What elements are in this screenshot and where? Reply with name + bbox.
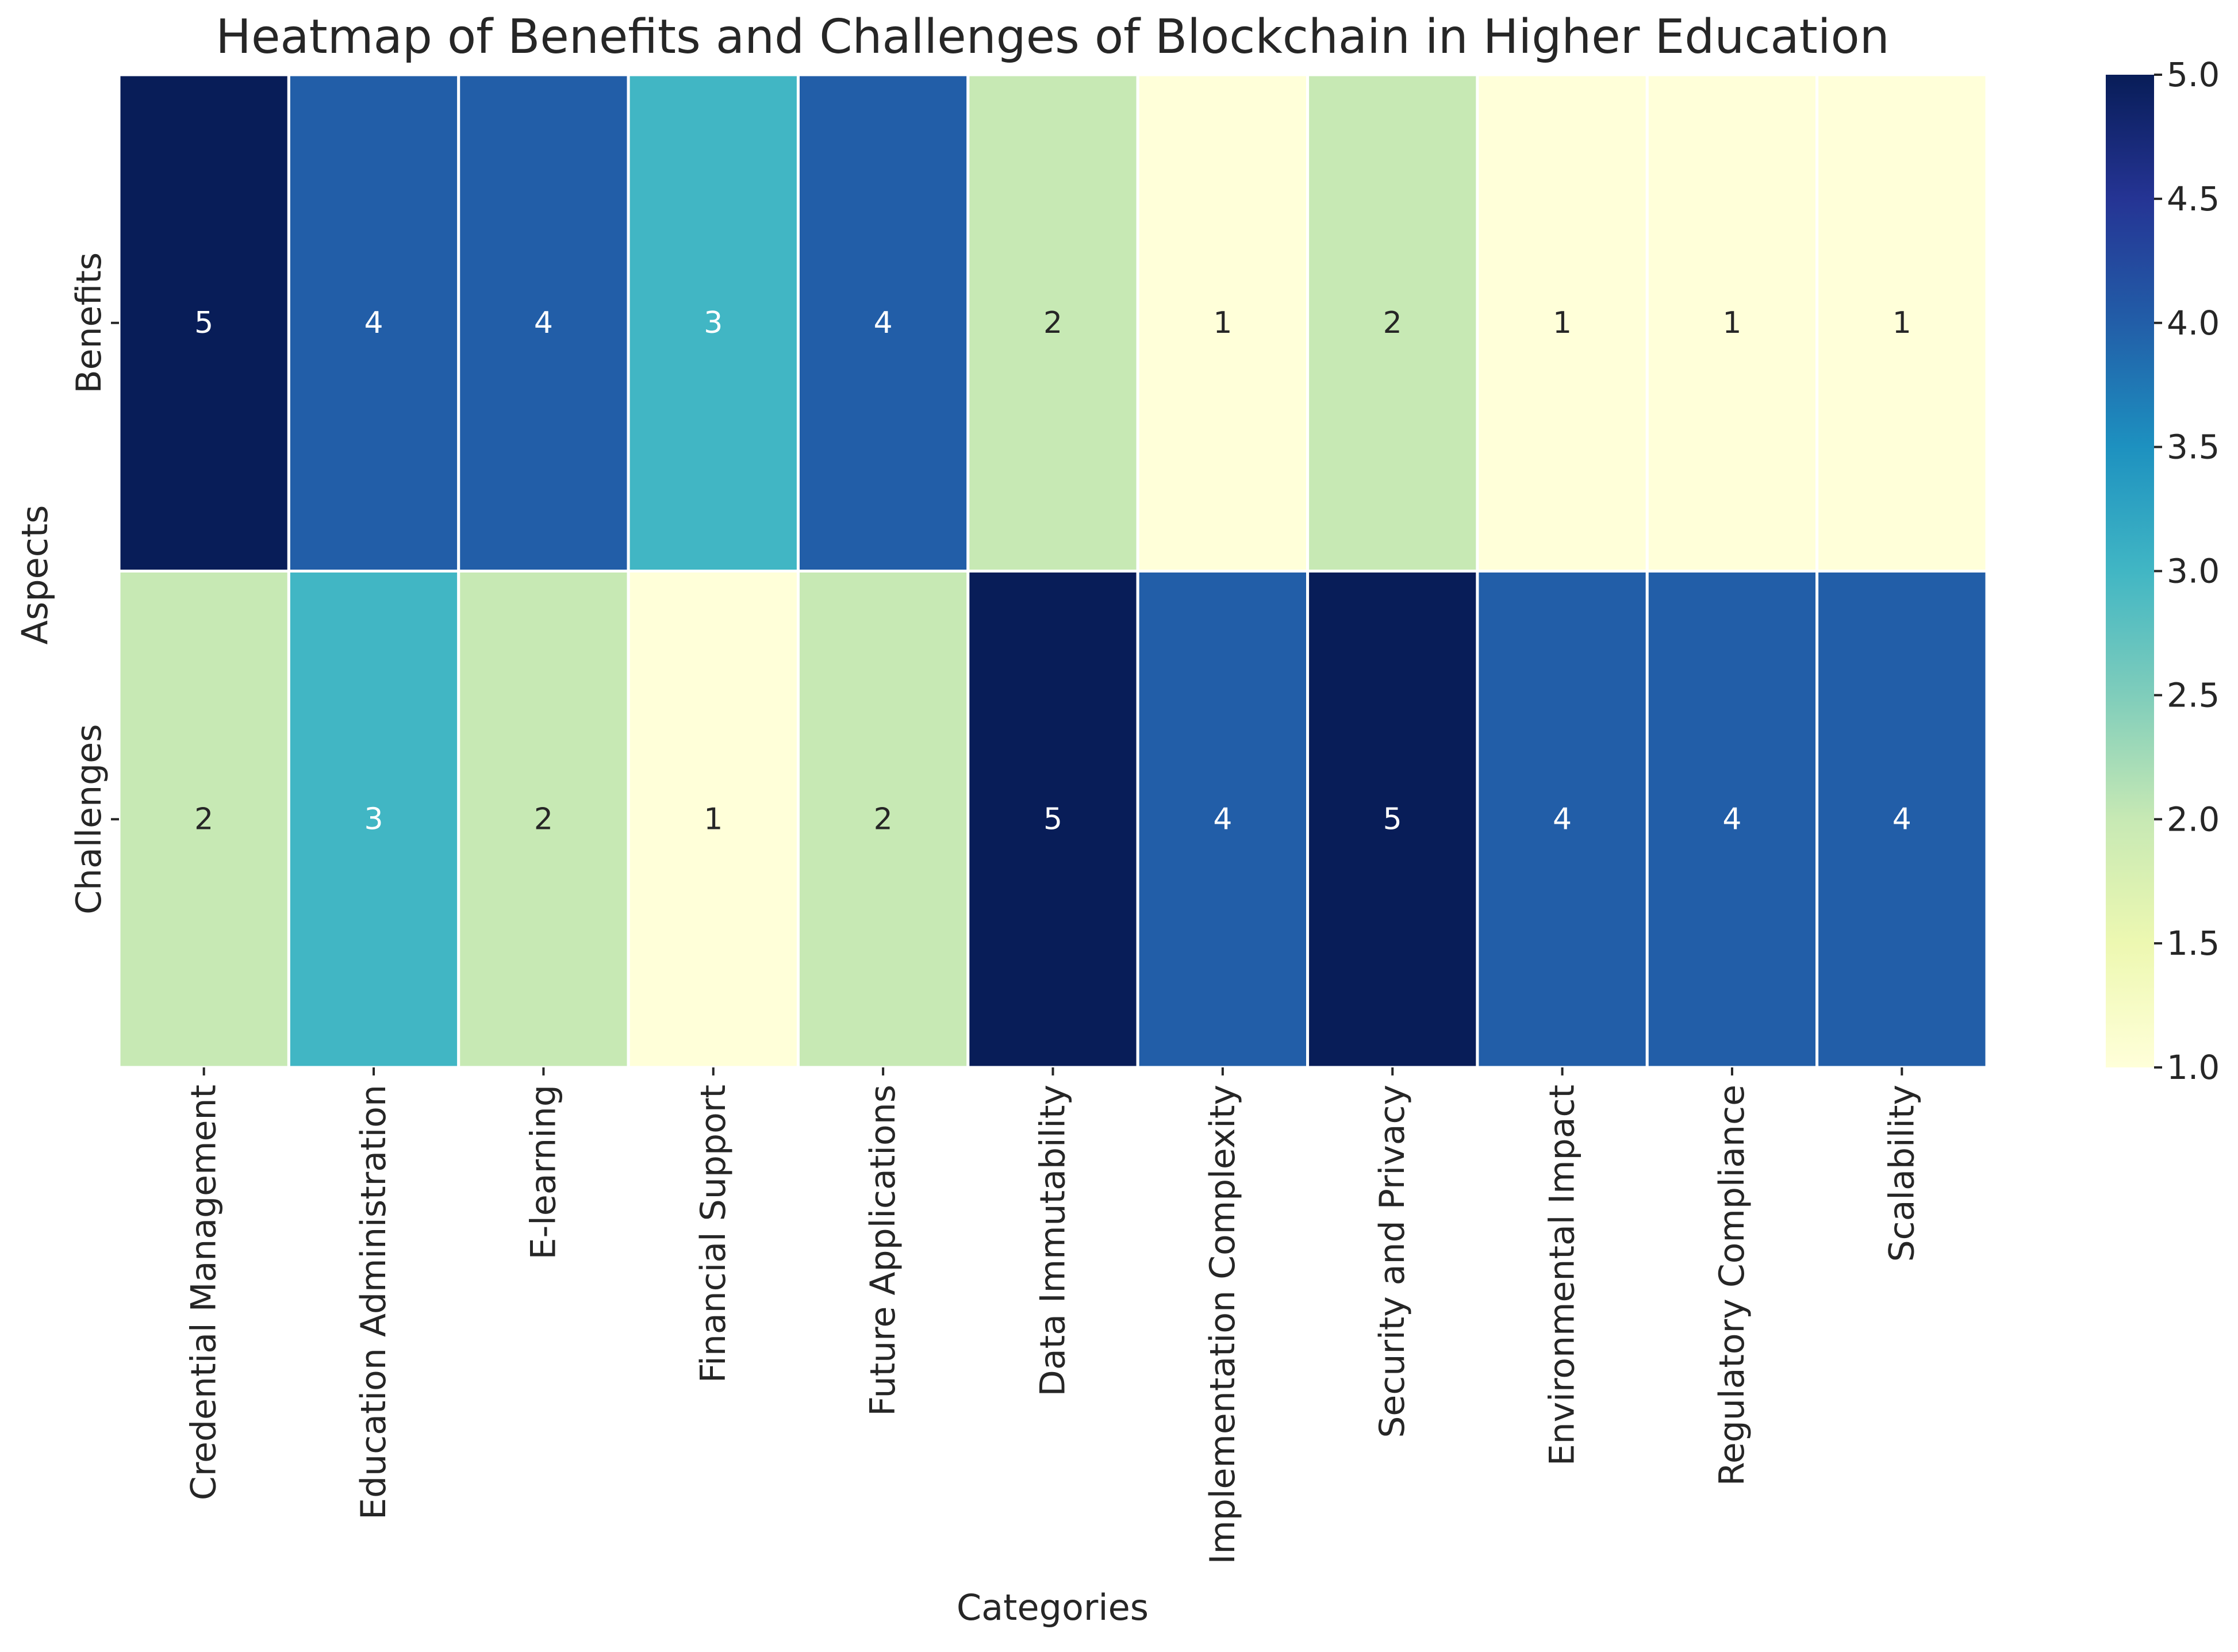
heatmap-cell-challenges-1 xyxy=(287,570,460,1069)
colorbar-tick-label: 4.0 xyxy=(2167,303,2220,343)
heatmap-cells xyxy=(117,73,1989,1069)
heatmap-cell-challenges-2 xyxy=(457,570,630,1069)
cell-value-label: 2 xyxy=(1043,306,1062,340)
colorbar-tick-label: 3.0 xyxy=(2167,552,2220,591)
heatmap-cell-benefits-1 xyxy=(287,73,460,573)
heatmap-cell-challenges-4 xyxy=(796,570,970,1069)
x-axis-label: Categories xyxy=(957,1586,1149,1628)
chart-title: Heatmap of Benefits and Challenges of Bl… xyxy=(216,10,1889,64)
colorbar: 1.0 1.5 2.0 2.5 3.0 3.5 4.0 4.5 5.0 xyxy=(2106,55,2220,1087)
heatmap-cell-labels: 5 4 4 3 4 2 1 2 1 1 1 2 3 2 1 2 5 4 5 4 4 4 xyxy=(194,306,1911,837)
cell-value-label: 4 xyxy=(1213,802,1232,836)
colorbar-tick-label: 1.5 xyxy=(2167,924,2220,963)
colorbar-tick-label: 5.0 xyxy=(2167,55,2220,94)
colorbar-tick-label: 2.5 xyxy=(2167,675,2220,714)
cell-value-label: 2 xyxy=(1383,306,1402,340)
y-tick-label: Benefits xyxy=(69,252,109,394)
heatmap-cell-benefits-2 xyxy=(457,73,630,573)
heatmap-cell-benefits-0 xyxy=(117,73,290,573)
heatmap-cell-challenges-9 xyxy=(1645,570,1819,1069)
x-tick-label: Regulatory Compliance xyxy=(1712,1085,1752,1486)
cell-value-label: 1 xyxy=(1553,306,1572,340)
cell-value-label: 5 xyxy=(194,306,213,340)
heatmap-cell-challenges-10 xyxy=(1815,570,1989,1069)
heatmap-cell-benefits-9 xyxy=(1645,73,1819,573)
heatmap-cell-benefits-10 xyxy=(1815,73,1989,573)
cell-value-label: 1 xyxy=(704,802,723,836)
cell-value-label: 4 xyxy=(874,306,893,340)
x-tick-label: Security and Privacy xyxy=(1372,1085,1412,1438)
x-tick-label: E-learning xyxy=(523,1085,563,1259)
cell-value-label: 2 xyxy=(874,802,893,836)
cell-value-label: 1 xyxy=(1722,306,1741,340)
cell-value-label: 5 xyxy=(1043,802,1062,836)
x-tick-label: Credential Management xyxy=(184,1085,224,1500)
colorbar-tick-label: 4.5 xyxy=(2167,179,2220,218)
x-axis-ticks: Credential Management Education Administr… xyxy=(184,1067,1922,1564)
cell-value-label: 1 xyxy=(1213,306,1232,340)
x-tick-label: Scalability xyxy=(1882,1085,1922,1262)
colorbar-tick-label: 1.0 xyxy=(2167,1048,2220,1087)
cell-value-label: 4 xyxy=(1722,802,1741,836)
heatmap-cell-benefits-5 xyxy=(966,73,1139,573)
cell-value-label: 1 xyxy=(1892,306,1911,340)
heatmap-cell-challenges-0 xyxy=(117,570,290,1069)
cell-value-label: 4 xyxy=(1553,802,1572,836)
heatmap-cell-challenges-3 xyxy=(627,570,800,1069)
y-tick-label: Challenges xyxy=(69,724,109,915)
heatmap-cell-benefits-4 xyxy=(796,73,970,573)
y-axis-label: Aspects xyxy=(14,505,56,645)
colorbar-tick-label: 2.0 xyxy=(2167,800,2220,839)
heatmap-cell-benefits-3 xyxy=(627,73,800,573)
cell-value-label: 3 xyxy=(364,802,383,836)
heatmap-cell-challenges-6 xyxy=(1136,570,1310,1069)
cell-value-label: 2 xyxy=(534,802,553,836)
x-tick-label: Financial Support xyxy=(693,1085,734,1383)
heatmap-cell-challenges-8 xyxy=(1476,570,1649,1069)
heatmap-cell-benefits-7 xyxy=(1306,73,1479,573)
colorbar-gradient-bar xyxy=(2106,75,2154,1067)
heatmap-cell-challenges-7 xyxy=(1306,570,1479,1069)
x-tick-label: Implementation Complexity xyxy=(1203,1085,1243,1564)
y-axis-ticks: Benefits Challenges xyxy=(69,252,119,915)
cell-value-label: 4 xyxy=(1892,802,1911,836)
cell-value-label: 4 xyxy=(534,306,553,340)
cell-value-label: 2 xyxy=(194,802,213,836)
cell-value-label: 3 xyxy=(704,306,723,340)
x-tick-label: Education Administration xyxy=(354,1085,394,1520)
heatmap-cell-challenges-5 xyxy=(966,570,1139,1069)
x-tick-label: Data Immutability xyxy=(1033,1085,1073,1396)
cell-value-label: 5 xyxy=(1383,802,1402,836)
x-tick-label: Future Applications xyxy=(863,1085,903,1416)
cell-value-label: 4 xyxy=(364,306,383,340)
x-tick-label: Environmental Impact xyxy=(1542,1085,1583,1466)
colorbar-tick-label: 3.5 xyxy=(2167,428,2220,467)
